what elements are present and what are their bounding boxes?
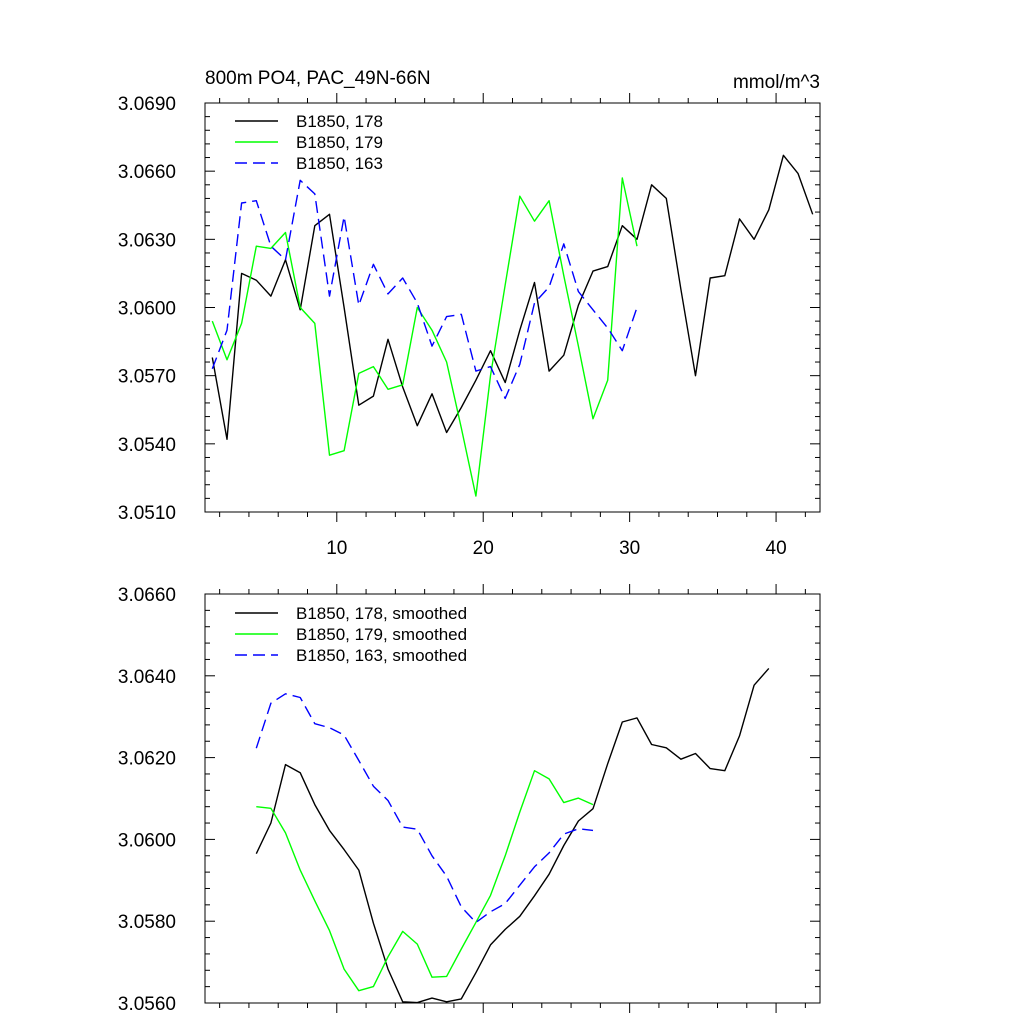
bottom-legend: B1850, 178, smoothed B1850, 179, smoothed…	[235, 604, 467, 665]
top-legend-label-1: B1850, 178	[296, 112, 383, 131]
bottom-y-tick-label: 3.0640	[118, 667, 176, 688]
top-series-line-3	[211, 179, 638, 400]
top-y-tick-label: 3.0540	[118, 435, 176, 456]
top-y-tick-label: 3.0630	[118, 230, 176, 251]
top-series-line-1	[211, 154, 814, 440]
bottom-y-tick-label: 3.0620	[118, 749, 176, 770]
bottom-legend-label-3: B1850, 163, smoothed	[296, 646, 467, 665]
top-y-tick-label: 3.0690	[118, 94, 176, 115]
top-legend-label-2: B1850, 179	[296, 133, 383, 152]
bottom-y-tick-label: 3.0580	[118, 912, 176, 933]
top-panel-units: mmol/m^3	[733, 72, 820, 93]
top-x-tick-label: 20	[473, 538, 494, 559]
top-x-tick-label: 40	[766, 538, 787, 559]
bottom-y-tick-label: 3.0560	[118, 994, 176, 1015]
top-panel-title: 800m PO4, PAC_49N-66N	[205, 68, 431, 89]
top-y-tick-label: 3.0600	[118, 299, 176, 320]
top-x-tick-label: 30	[619, 538, 640, 559]
top-x-tick-label: 10	[326, 538, 347, 559]
bottom-y-tick-label: 3.0600	[118, 830, 176, 851]
bottom-y-tick-label: 3.0660	[118, 585, 176, 606]
top-y-tick-label: 3.0660	[118, 162, 176, 183]
top-panel: 800m PO4, PAC_49N-66N mmol/m^3 10 20 30 40 3…	[118, 68, 821, 559]
top-series-line-2	[211, 177, 638, 497]
top-y-tick-label: 3.0570	[118, 367, 176, 388]
top-legend: B1850, 178 B1850, 179 B1850, 163	[235, 112, 383, 173]
bottom-legend-label-2: B1850, 179, smoothed	[296, 625, 467, 644]
bottom-series-line-2	[256, 770, 594, 992]
top-legend-label-3: B1850, 163	[296, 154, 383, 173]
top-y-tick-label: 3.0510	[118, 503, 176, 524]
bottom-series-line-3	[255, 693, 594, 924]
bottom-panel: 3.0560 3.0580 3.0600 3.0620 3.0640 3.0660 B185…	[118, 584, 821, 1015]
bottom-legend-label-1: B1850, 178, smoothed	[296, 604, 467, 623]
bottom-series-line-1	[255, 667, 770, 1004]
